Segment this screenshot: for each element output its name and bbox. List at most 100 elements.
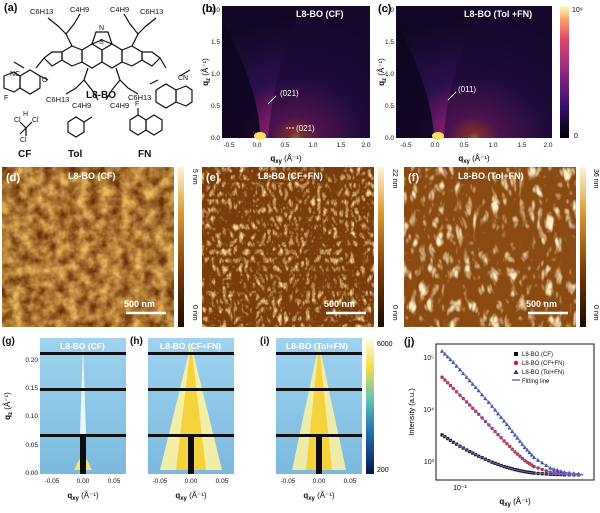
atom-f: F: [4, 95, 8, 102]
gisaxs-title-cf: L8-BO (CF): [60, 341, 105, 351]
scale-label-cf: 500 nm: [124, 299, 155, 309]
solvent-fn-label: FN: [138, 149, 151, 160]
g-xtick: -0.05: [45, 478, 60, 485]
cf-atom-3: Cl: [32, 117, 39, 124]
c-xtick: -0.5: [400, 142, 412, 149]
fn-atom-f: F: [135, 101, 139, 108]
fitting-line: [441, 434, 584, 476]
solvent-tol-label: Tol: [68, 149, 82, 160]
b-xlabel: qxy (Å⁻¹): [270, 154, 302, 165]
afm-panels: (d) L8-BO (CF) 500 nm 5 nm 0 nm (e) L8-B…: [2, 167, 599, 327]
i-xtick: -0.05: [281, 478, 296, 485]
b-xtick: 0.5: [280, 142, 289, 149]
chain-top-left: C6H13: [30, 7, 53, 16]
h-xtick: -0.05: [153, 478, 168, 485]
j-ytick: 10⁴: [423, 407, 434, 414]
afm-cbar-bottom-tolfn: 0 nm: [592, 305, 599, 321]
b-xtick: 1.0: [308, 142, 317, 149]
gisaxs-band: [40, 388, 126, 391]
b-xtick: 2.0: [361, 142, 370, 149]
chain-top-left-2: C4H9: [70, 5, 89, 14]
i-xtick: 0.05: [344, 478, 357, 485]
j-xtick: 10⁻¹: [453, 485, 467, 492]
b-ytick: 2.0: [211, 7, 220, 14]
cf-atom-4: Cl: [20, 137, 27, 144]
atom-nc: NC: [10, 71, 20, 78]
gisaxs-band: [40, 352, 126, 355]
j-ylabel: Intensity (a.u.): [407, 388, 416, 436]
gisaxs-band: [276, 388, 362, 391]
b-xtick: 0.0: [252, 142, 261, 149]
c-xlabel: qxy (Å⁻¹): [458, 154, 490, 165]
afm-colorbar-cffn: [378, 167, 384, 327]
scattering-profile-chart: 10⁵ 10⁴ 10³ 10⁻¹ qxy (Å⁻¹) Intensity (a.…: [407, 343, 595, 508]
panel-d-label: (d): [6, 172, 20, 184]
gisaxs-cbar-top: 6000: [377, 341, 393, 348]
panel-e-label: (e): [206, 172, 220, 184]
annotation-021-a: (021): [280, 89, 299, 98]
c-ylabel: qz (Å⁻¹): [377, 58, 388, 86]
chain-top-right: C6H13: [140, 7, 163, 16]
afm-title-cf: L8-BO (CF): [68, 171, 116, 181]
legend-marker-tolfn: [513, 369, 519, 374]
fitting-line: [441, 350, 584, 475]
plot-area: [435, 343, 595, 481]
panel-c-label: (c): [378, 3, 392, 15]
molecule-name: L8-BO: [86, 90, 116, 101]
b-ytick: 1.0: [211, 71, 220, 78]
afm-cbar-bottom-cf: 0 nm: [191, 305, 198, 321]
g-ytick: 0.15: [25, 385, 38, 392]
afm-colorbar-cf: [178, 167, 184, 327]
atom-cn: CN: [178, 75, 188, 82]
g-ytick: 0.20: [25, 357, 38, 364]
gisaxs-colorbar: [366, 340, 374, 474]
afm-cbar-top-cf: 5 nm: [191, 169, 198, 185]
gisaxs-band: [148, 434, 234, 437]
panel-h-label: (h): [130, 336, 143, 347]
chain-top-right-2: C4H9: [110, 5, 129, 14]
chain-bottom-right-2: C6H13: [128, 93, 151, 102]
chain-bottom-left: C6H13: [46, 95, 69, 104]
legend-fit: Fitting line: [522, 379, 550, 385]
panel-i-label: (i): [260, 336, 269, 347]
c-ytick: 0.0: [385, 135, 394, 142]
b-ytick: 0.0: [211, 135, 220, 142]
gisaxs-band: [148, 388, 234, 391]
atom-n: N: [99, 25, 104, 32]
g-xtick: 0.05: [108, 478, 121, 485]
gisaxs-band: [40, 434, 126, 437]
c-xtick: 2.0: [543, 142, 552, 149]
panel-g-label: (g): [2, 336, 15, 347]
g-xlabel: qxy (Å⁻¹): [67, 491, 99, 502]
h-xtick: 0.00: [185, 478, 198, 485]
beam-spot-tolfn: [432, 132, 444, 140]
panel-f-label: (f): [408, 172, 419, 184]
afm-cbar-bottom-cffn: 0 nm: [391, 305, 398, 321]
annotation-021-b: (021): [296, 124, 315, 133]
giwaxs-title-cf: L8-BO (CF): [296, 9, 344, 19]
h-xlabel: qxy (Å⁻¹): [175, 491, 207, 502]
g-ytick: 0.10: [25, 413, 38, 420]
fitting-line: [441, 376, 584, 476]
cf-atom-1: Cl: [14, 117, 21, 124]
afm-cbar-top-tolfn: 36 nm: [592, 169, 599, 189]
atom-o: O: [42, 77, 48, 84]
beam-spot-cf: [254, 132, 266, 140]
legend-cf: L8-BO (CF): [522, 352, 553, 358]
gisaxs-title-cffn: L8-BO (CF+FN): [160, 341, 221, 351]
c-xtick: 1.0: [488, 142, 497, 149]
c-xtick: 0.0: [430, 142, 439, 149]
b-ytick: 0.5: [211, 103, 220, 110]
panel-a-label: (a): [4, 2, 18, 14]
afm-title-tolfn: L8-BO (Tol+FN): [458, 171, 524, 181]
c-ytick: 1.5: [385, 39, 394, 46]
gisaxs-band: [276, 352, 362, 355]
i-xtick: 0.00: [313, 478, 326, 485]
c-ytick: 1.0: [385, 71, 394, 78]
c-ytick: 0.5: [385, 103, 394, 110]
g-ytick: 0.00: [25, 470, 38, 477]
giwaxs-panels: (b) L8-BO (CF) (021) (021) -0.5 0.0 0.5 …: [201, 3, 583, 165]
afm-cbar-top-cffn: 22 nm: [391, 169, 398, 189]
b-xtick: 1.5: [336, 142, 345, 149]
giwaxs-colorbar: [560, 6, 569, 138]
